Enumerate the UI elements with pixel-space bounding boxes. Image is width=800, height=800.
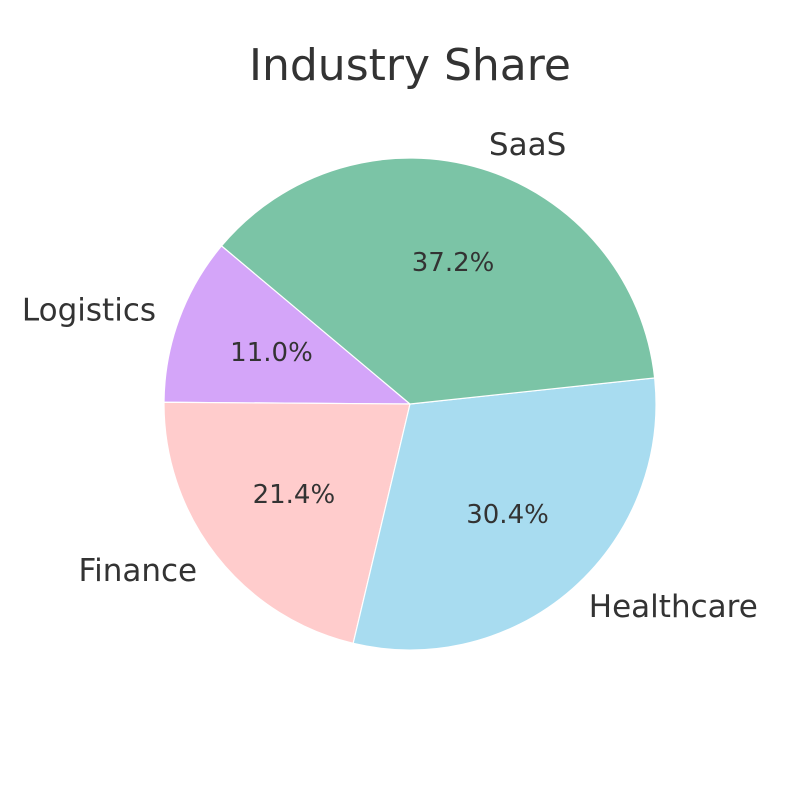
chart-title: Industry Share [249, 40, 571, 91]
pie-slices [164, 158, 656, 650]
category-label-saas: SaaS [489, 127, 566, 163]
percent-label-saas: 37.2% [412, 248, 495, 278]
category-label-logistics: Logistics [22, 293, 156, 329]
percent-label-healthcare: 30.4% [466, 500, 549, 530]
category-label-finance: Finance [79, 553, 198, 589]
percent-label-logistics: 11.0% [230, 338, 313, 368]
percent-label-finance: 21.4% [253, 480, 336, 510]
category-label-healthcare: Healthcare [589, 589, 758, 625]
